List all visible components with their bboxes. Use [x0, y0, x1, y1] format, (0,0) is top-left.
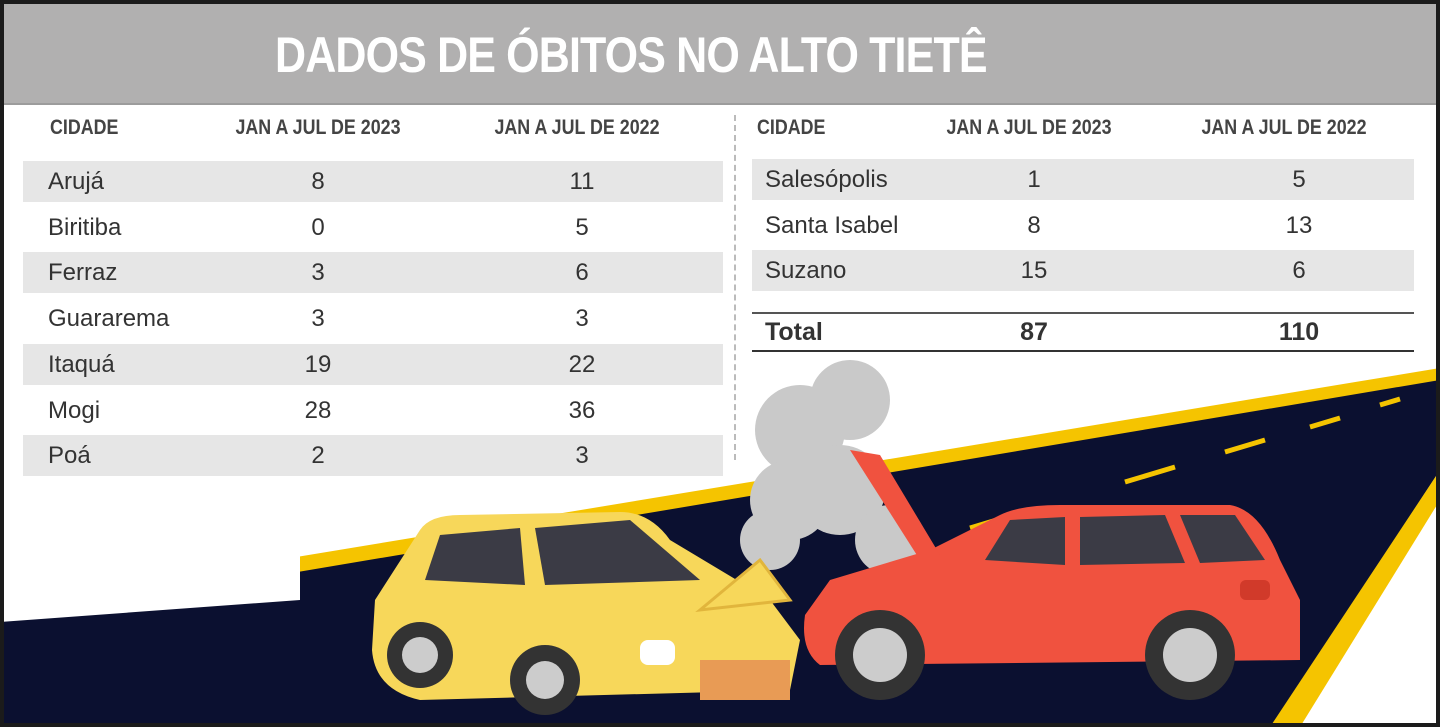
- city-name: Poá: [48, 442, 91, 470]
- city-name: Guararema: [48, 305, 170, 333]
- value-2022: 5: [575, 213, 589, 241]
- header-2023: JAN A JUL DE 2023: [946, 116, 1112, 139]
- city-name: Salesópolis: [765, 166, 888, 193]
- table-row: Poá 2 3: [23, 435, 723, 477]
- value-2023: 15: [1020, 257, 1048, 284]
- city-name: Biritiba: [48, 213, 122, 241]
- city-name: Suzano: [765, 257, 847, 284]
- table-divider: [734, 115, 736, 460]
- table-row: Itaquá 19 22: [23, 343, 723, 385]
- table-row: Ferraz 3 6: [23, 252, 723, 294]
- city-name: Arujá: [48, 168, 105, 195]
- value-2023: 3: [311, 305, 325, 333]
- header-cidade: CIDADE: [757, 116, 826, 139]
- city-name: Ferraz: [48, 259, 118, 287]
- value-2023: 0: [311, 213, 325, 241]
- table-row: Guararema 3 3: [23, 298, 723, 339]
- value-2023: 8: [311, 168, 325, 195]
- table-row: Mogi 28 36: [23, 390, 723, 431]
- value-2023: 8: [1027, 211, 1041, 239]
- total-2023: 87: [1020, 318, 1048, 346]
- total-bottom-rule: [752, 350, 1414, 352]
- value-2023: 3: [311, 259, 325, 287]
- value-2022: 3: [575, 442, 589, 470]
- value-2022: 22: [568, 350, 596, 378]
- header-cidade: CIDADE: [50, 116, 119, 139]
- value-2022: 5: [1292, 166, 1306, 193]
- table-row: Biritiba 0 5: [23, 207, 723, 248]
- table-row: Suzano 15 6: [752, 250, 1414, 291]
- total-2022: 110: [1278, 318, 1320, 346]
- total-label: Total: [765, 318, 823, 346]
- value-2023: 2: [311, 442, 325, 470]
- value-2022: 11: [569, 168, 595, 195]
- value-2022: 13: [1285, 211, 1313, 239]
- header-2023: JAN A JUL DE 2023: [235, 116, 401, 139]
- header-2022: JAN A JUL DE 2022: [494, 116, 660, 139]
- road-edge-line-right: [1270, 470, 1440, 727]
- value-2022: 6: [1292, 257, 1306, 284]
- value-2023: 1: [1027, 166, 1041, 193]
- header-2022: JAN A JUL DE 2022: [1201, 116, 1367, 139]
- table-row: Santa Isabel 8 13: [752, 205, 1414, 246]
- table-row: Salesópolis 1 5: [752, 159, 1414, 200]
- red-car: [804, 450, 1300, 700]
- city-name: Itaquá: [48, 350, 115, 378]
- value-2022: 3: [575, 305, 589, 333]
- total-row: Total 87 110: [752, 312, 1414, 353]
- table-row: Arujá 8 11: [23, 161, 723, 202]
- value-2022: 6: [575, 259, 589, 287]
- city-name: Santa Isabel: [765, 211, 899, 239]
- total-top-rule: [752, 312, 1414, 314]
- value-2023: 19: [304, 350, 332, 378]
- white-ground: [0, 512, 300, 622]
- title-bar: DADOS DE ÓBITOS NO ALTO TIETÊ: [0, 0, 1440, 105]
- city-name: Mogi: [48, 396, 101, 424]
- value-2023: 28: [304, 396, 332, 424]
- value-2022: 36: [568, 396, 596, 424]
- page-title: DADOS DE ÓBITOS NO ALTO TIETÊ: [275, 27, 988, 83]
- yellow-car: [372, 512, 800, 715]
- road-edge-line: [0, 368, 1440, 622]
